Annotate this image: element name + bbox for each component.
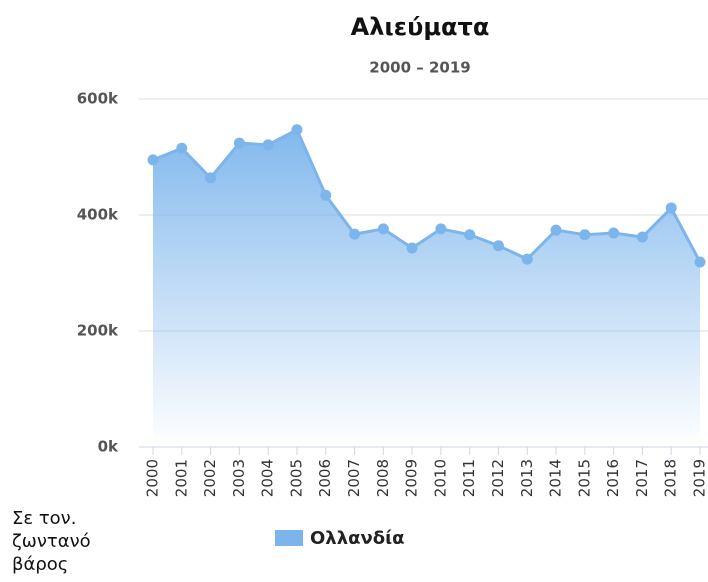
legend-swatch: [275, 530, 303, 546]
y-axis-label: Σε τον. ζωντανό βάρος: [12, 507, 122, 576]
x-tick-label: 2011: [460, 459, 478, 497]
point: [579, 229, 590, 240]
y-tick-label: 0k: [98, 438, 119, 456]
point: [320, 190, 331, 201]
point: [378, 223, 389, 234]
x-tick-label: 2019: [691, 459, 708, 497]
point: [637, 232, 648, 243]
y-tick-label: 400k: [77, 206, 119, 224]
x-tick-label: 2005: [287, 459, 305, 497]
x-tick-label: 2001: [172, 459, 190, 497]
x-tick-label: 2000: [144, 459, 162, 497]
point: [464, 229, 475, 240]
x-tick-label: 2012: [489, 459, 507, 497]
x-tick-label: 2007: [345, 459, 363, 497]
point: [551, 225, 562, 236]
x-tick-label: 2015: [575, 459, 593, 497]
area-fill: [153, 130, 700, 447]
x-tick-label: 2013: [518, 459, 536, 497]
point: [522, 254, 533, 265]
point: [666, 203, 677, 214]
point: [291, 124, 302, 135]
x-tick-label: 2004: [259, 459, 277, 497]
chart-subtitle: 2000 – 2019: [369, 59, 470, 77]
x-tick-label: 2016: [604, 459, 622, 497]
point: [205, 172, 216, 183]
x-tick-label: 2003: [230, 459, 248, 497]
point: [148, 154, 159, 165]
point: [435, 223, 446, 234]
point: [608, 227, 619, 238]
point: [234, 138, 245, 149]
point: [176, 143, 187, 154]
chart-title: Αλιεύματα: [351, 13, 490, 41]
x-tick-label: 2017: [633, 459, 651, 497]
legend-label: Ολλανδία: [310, 528, 404, 549]
x-tick-label: 2008: [374, 459, 392, 497]
point: [493, 240, 504, 251]
point: [263, 139, 274, 150]
point: [695, 256, 706, 267]
y-tick-label: 200k: [77, 322, 119, 340]
x-tick-label: 2009: [403, 459, 421, 497]
x-tick-label: 2014: [547, 459, 565, 497]
x-tick-label: 2002: [201, 459, 219, 497]
x-tick-label: 2018: [662, 459, 680, 497]
point: [349, 229, 360, 240]
x-tick-label: 2006: [316, 459, 334, 497]
y-tick-label: 600k: [77, 90, 119, 108]
x-tick-label: 2010: [431, 459, 449, 497]
point: [407, 243, 418, 254]
